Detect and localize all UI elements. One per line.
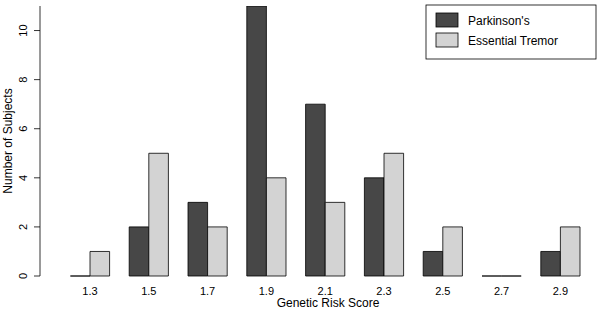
bar xyxy=(70,276,90,277)
bar xyxy=(247,6,267,276)
y-tick-label: 4 xyxy=(17,175,29,181)
x-axis-title: Genetic Risk Score xyxy=(277,296,380,310)
y-tick xyxy=(34,30,40,31)
bar xyxy=(325,202,345,276)
legend-swatch xyxy=(436,13,458,27)
bar xyxy=(266,178,286,276)
bar xyxy=(129,227,149,276)
bar xyxy=(90,251,110,276)
y-tick xyxy=(34,128,40,129)
y-tick xyxy=(34,226,40,227)
legend: Parkinson's Essential Tremor xyxy=(426,5,596,59)
y-axis-line xyxy=(40,6,41,276)
x-tick-label: 1.5 xyxy=(141,285,156,297)
y-tick-label: 8 xyxy=(17,77,29,83)
bar xyxy=(384,153,404,276)
legend-box xyxy=(426,5,596,59)
y-tick-label: 6 xyxy=(17,126,29,132)
bar xyxy=(541,251,561,276)
y-tick xyxy=(34,276,40,277)
x-tick-label: 1.3 xyxy=(82,285,97,297)
x-tick-label: 1.9 xyxy=(259,285,274,297)
bar xyxy=(149,153,169,276)
bar xyxy=(482,276,502,277)
bar xyxy=(188,202,208,276)
x-tick-label: 2.5 xyxy=(435,285,450,297)
bar xyxy=(423,251,443,276)
y-tick-label: 0 xyxy=(17,273,29,279)
bar xyxy=(560,227,580,276)
bar xyxy=(306,104,326,276)
x-tick-label: 1.7 xyxy=(200,285,215,297)
legend-label: Parkinson's xyxy=(468,14,530,28)
y-tick-label: 2 xyxy=(17,224,29,230)
bar xyxy=(208,227,228,276)
bar xyxy=(502,276,522,277)
bars xyxy=(70,6,580,276)
y-axis-title: Number of Subjects xyxy=(1,88,15,193)
x-tick-label: 2.9 xyxy=(553,285,568,297)
x-tick-label: 2.7 xyxy=(494,285,509,297)
bar xyxy=(364,178,384,276)
y-tick xyxy=(34,79,40,80)
legend-swatch xyxy=(436,33,458,47)
y-tick xyxy=(34,177,40,178)
y-tick-label: 10 xyxy=(17,24,29,36)
bar xyxy=(443,227,463,276)
chart: 02468101.31.51.71.92.12.32.52.72.9Geneti… xyxy=(0,0,600,314)
legend-label: Essential Tremor xyxy=(468,34,558,48)
